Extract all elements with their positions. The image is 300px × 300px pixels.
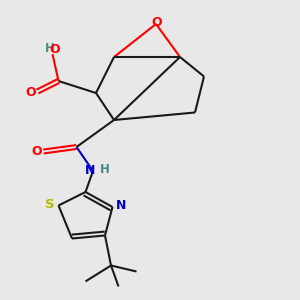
Text: O: O: [151, 16, 162, 29]
Text: O: O: [50, 43, 60, 56]
Text: H: H: [100, 163, 109, 176]
Text: S: S: [45, 197, 54, 211]
Text: O: O: [32, 145, 42, 158]
Text: O: O: [26, 85, 36, 99]
Text: N: N: [116, 199, 126, 212]
Text: N: N: [85, 164, 95, 178]
Text: H: H: [45, 41, 55, 55]
